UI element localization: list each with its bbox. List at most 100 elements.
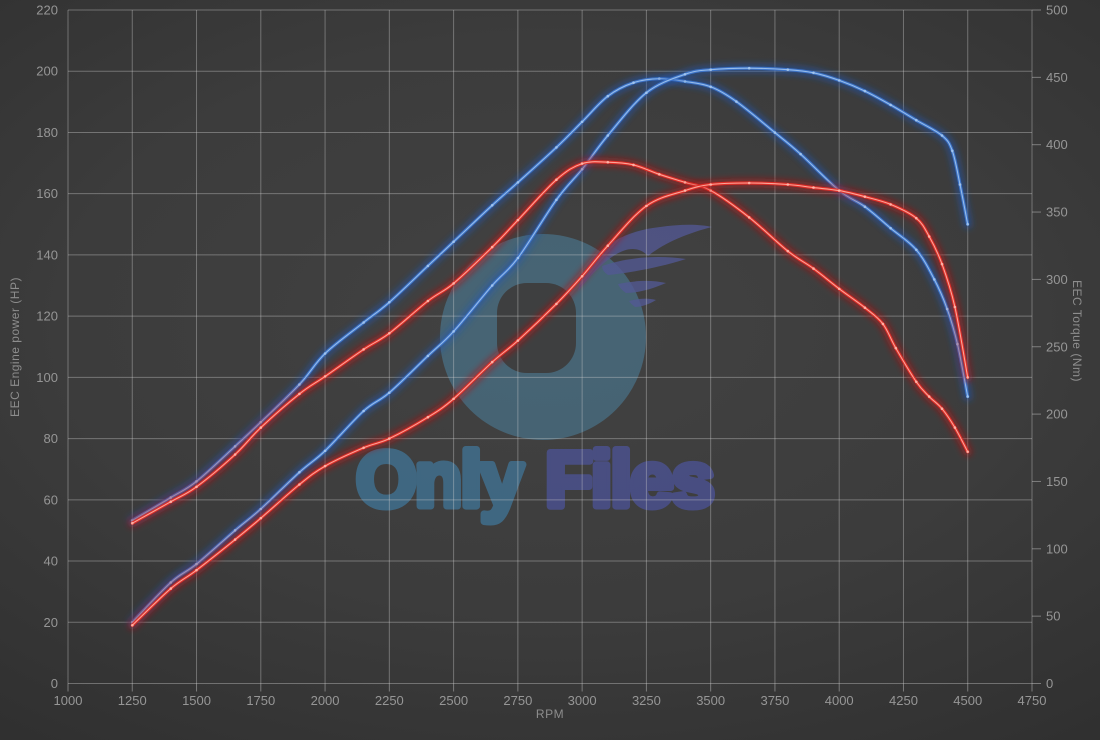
blue-torque-marker: [773, 131, 777, 134]
red-power-marker: [580, 275, 584, 278]
right-axis-tick-label: 50: [1046, 609, 1060, 624]
red-power-marker: [683, 189, 687, 192]
blue-power-marker: [490, 284, 494, 287]
blue-power-marker: [940, 134, 944, 137]
red-power-marker: [940, 262, 944, 266]
right-axis-tick-label: 100: [1046, 541, 1068, 556]
left-axis-tick-label: 80: [44, 431, 58, 446]
red-power-marker: [837, 189, 841, 192]
right-axis-tick-label: 500: [1046, 3, 1068, 18]
red-torque-marker: [195, 485, 198, 489]
red-torque-marker: [915, 380, 918, 384]
red-torque-marker: [233, 453, 237, 456]
x-axis-tick-label: 1000: [54, 693, 83, 708]
blue-torque-marker: [735, 100, 738, 103]
series-red-torque: [127, 157, 973, 528]
blue-power-marker: [958, 183, 962, 186]
red-torque-marker: [632, 163, 635, 167]
blue-torque-marker: [632, 81, 635, 84]
red-torque-marker: [555, 178, 558, 181]
blue-torque-marker: [452, 240, 455, 243]
red-power-marker: [298, 483, 301, 486]
x-axis-tick-label: 1750: [246, 693, 275, 708]
red-power-marker: [233, 538, 237, 541]
red-torque-marker: [658, 173, 661, 176]
blue-power-marker: [323, 449, 327, 453]
x-axis-tick-label: 4500: [953, 693, 982, 708]
x-axis-tick-label: 3250: [632, 693, 661, 708]
red-power-marker: [812, 186, 815, 189]
red-torque-marker: [516, 218, 520, 222]
left-axis-tick-label: 160: [36, 186, 58, 201]
blue-power-marker: [951, 149, 954, 153]
curve-series: [127, 63, 973, 630]
x-axis-tick-label: 2000: [311, 693, 340, 708]
left-axis-tick-label: 40: [44, 554, 58, 569]
blue-power-marker: [645, 91, 648, 94]
x-axis-tick-label: 2750: [503, 693, 532, 708]
blue-power-marker: [747, 66, 751, 70]
left-axis-tick-label: 20: [44, 615, 58, 630]
red-power-marker: [606, 244, 610, 247]
x-axis-tick-label: 4250: [889, 693, 918, 708]
left-axis-tick-label: 200: [36, 64, 58, 79]
red-power-marker: [927, 235, 931, 238]
red-power-marker: [131, 624, 134, 627]
left-axis-tick-label: 180: [36, 125, 58, 140]
blue-torque-marker: [709, 85, 712, 89]
red-torque-marker: [881, 322, 885, 326]
right-axis-tick-label: 150: [1046, 474, 1068, 489]
red-torque-marker: [953, 426, 957, 429]
red-torque-marker: [131, 521, 134, 525]
blue-torque-marker: [362, 321, 365, 324]
red-power-marker: [889, 203, 892, 206]
red-torque-marker: [452, 282, 455, 285]
blue-power-marker: [259, 507, 263, 511]
blue-torque-marker: [799, 152, 802, 156]
red-power-marker: [195, 568, 198, 572]
axis-ticks: 0 20 40 60 80 100 120 140 160 180 200 220 0 50 100 150 2…: [36, 3, 1067, 709]
red-power-marker: [169, 587, 173, 590]
blue-torque-marker: [388, 301, 391, 304]
red-torque-marker: [580, 162, 584, 165]
blue-power-marker: [683, 73, 687, 76]
blue-power-marker: [812, 71, 815, 75]
x-axis-tick-label: 1500: [182, 693, 211, 708]
red-power-marker: [863, 195, 867, 198]
red-torque-marker: [966, 450, 969, 454]
red-power-marker: [555, 302, 558, 306]
blue-power-marker: [863, 89, 867, 93]
blue-torque-marker: [966, 395, 969, 398]
right-axis-tick-label: 450: [1046, 70, 1068, 85]
blue-power-marker: [837, 79, 841, 82]
blue-power-marker: [388, 391, 391, 395]
left-axis-tick-label: 220: [36, 3, 58, 18]
red-power-marker: [915, 216, 918, 220]
right-axis-tick-label: 300: [1046, 272, 1068, 287]
red-torque-marker: [362, 348, 365, 351]
blue-power-marker: [555, 198, 558, 202]
red-torque-marker: [837, 287, 841, 291]
blue-power-marker: [606, 134, 610, 137]
blue-torque-marker: [555, 146, 558, 149]
red-power-marker: [645, 204, 648, 208]
red-power-marker: [953, 305, 957, 309]
blue-torque-marker: [889, 226, 892, 230]
x-axis-tick-label: 4000: [825, 693, 854, 708]
x-axis-title: RPM: [536, 707, 564, 721]
red-power-marker: [490, 360, 494, 364]
left-axis-tick-label: 100: [36, 370, 58, 385]
right-axis-tick-label: 400: [1046, 137, 1068, 152]
blue-torque-marker: [683, 80, 687, 83]
blue-torque-marker: [915, 248, 918, 252]
red-torque-marker: [683, 181, 687, 184]
watermark-text-only: Only: [356, 435, 523, 523]
left-axis-title: EEC Engine power (HP): [8, 277, 22, 417]
red-torque-marker: [940, 407, 944, 411]
blue-power-marker: [889, 103, 892, 107]
red-torque-marker: [894, 346, 898, 350]
blue-power-marker: [452, 330, 455, 333]
red-torque-marker: [169, 500, 173, 504]
red-torque-marker: [927, 395, 931, 398]
